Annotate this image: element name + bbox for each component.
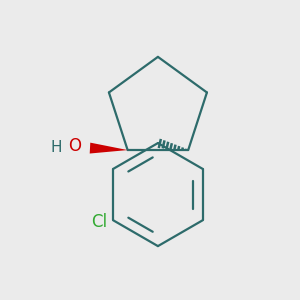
Polygon shape [90,142,128,154]
Text: Cl: Cl [92,213,107,231]
Text: O: O [68,137,81,155]
Text: H: H [51,140,62,154]
